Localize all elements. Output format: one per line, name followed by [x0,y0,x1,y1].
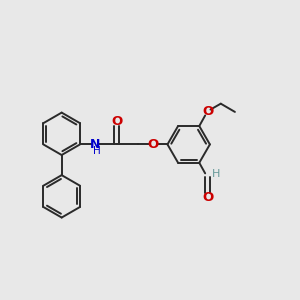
Text: O: O [202,191,213,204]
Text: O: O [202,105,213,119]
Text: N: N [90,138,100,151]
Text: H: H [93,146,101,157]
Text: O: O [147,138,159,151]
Text: O: O [111,115,122,128]
Text: H: H [212,169,220,179]
